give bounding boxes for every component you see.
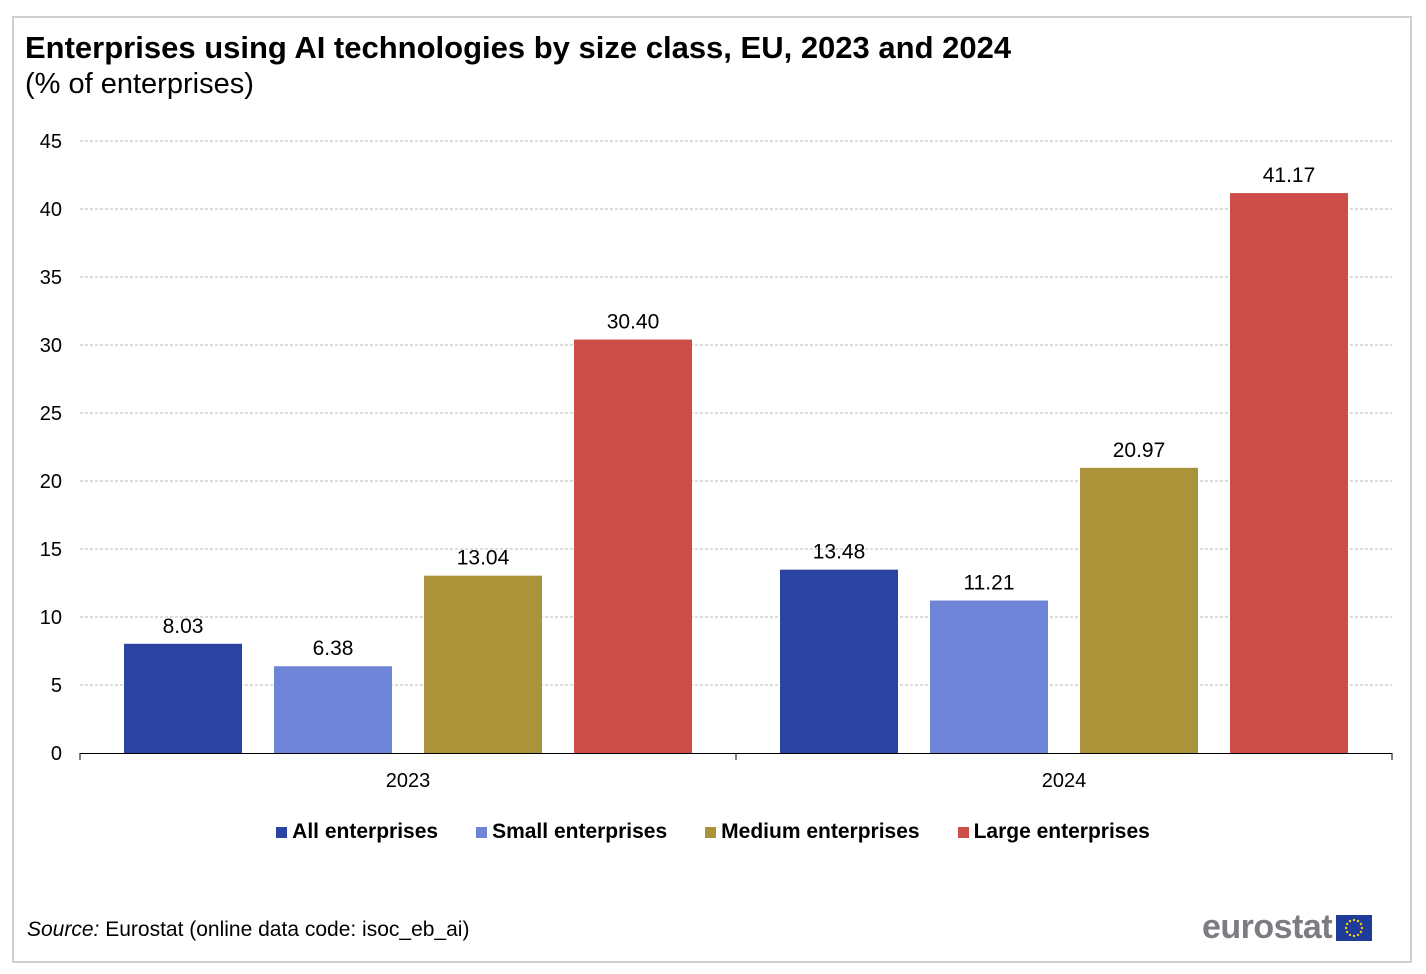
chart-subtitle: (% of enterprises) xyxy=(25,68,254,100)
y-tick-label: 0 xyxy=(51,743,62,765)
x-tick-label: 2024 xyxy=(1042,770,1087,792)
data-label: 13.48 xyxy=(813,541,866,564)
bar-large-enterprises-2023 xyxy=(574,339,692,753)
source-note: Source: Eurostat (online data code: isoc… xyxy=(27,918,469,942)
bar-small-enterprises-2023 xyxy=(274,666,392,753)
legend-label: Large enterprises xyxy=(973,820,1150,843)
flag-star xyxy=(1360,926,1364,929)
y-tick-label: 45 xyxy=(40,131,62,153)
legend-item: Small enterprises xyxy=(476,820,667,844)
flag-star xyxy=(1346,922,1349,925)
flag-star xyxy=(1346,930,1349,933)
legend-swatch xyxy=(957,826,969,838)
legend-item: All enterprises xyxy=(276,820,438,844)
eurostat-logo-text: eurostat xyxy=(1202,908,1333,946)
flag-star xyxy=(1356,919,1360,922)
source-label: Source: xyxy=(27,918,100,941)
y-tick-label: 15 xyxy=(40,539,62,561)
x-tick-label: 2023 xyxy=(386,770,431,792)
flag-star xyxy=(1352,934,1356,937)
source-text: Eurostat (online data code: isoc_eb_ai) xyxy=(99,918,470,941)
y-tick-label: 5 xyxy=(51,675,62,697)
data-label: 41.17 xyxy=(1263,164,1316,187)
flag-star xyxy=(1344,926,1348,929)
flag-star xyxy=(1356,933,1360,936)
data-label: 30.40 xyxy=(607,311,660,334)
y-tick-label: 40 xyxy=(40,199,62,221)
bar-small-enterprises-2024 xyxy=(930,600,1048,753)
eurostat-logo: eurostat xyxy=(1202,908,1373,947)
bar-medium-enterprises-2024 xyxy=(1080,467,1198,753)
y-tick-label: 25 xyxy=(40,403,62,425)
y-tick-label: 10 xyxy=(40,607,62,629)
data-label: 13.04 xyxy=(457,547,510,570)
chart-title: Enterprises using AI technologies by siz… xyxy=(25,30,1012,65)
flag-star xyxy=(1359,922,1363,925)
y-tick-label: 20 xyxy=(40,471,62,493)
bar-medium-enterprises-2023 xyxy=(424,575,542,753)
bar-all-enterprises-2023 xyxy=(124,643,242,753)
y-tick-label: 35 xyxy=(40,267,62,289)
flag-star xyxy=(1348,919,1352,922)
legend-swatch xyxy=(476,826,488,838)
legend-label: Medium enterprises xyxy=(721,820,920,843)
chart-frame xyxy=(12,16,1412,963)
legend-swatch xyxy=(276,826,288,838)
legend: All enterprises Small enterprises Medium e… xyxy=(0,820,1426,844)
legend-item: Large enterprises xyxy=(957,820,1150,844)
bar-all-enterprises-2024 xyxy=(780,569,898,753)
legend-label: Small enterprises xyxy=(492,820,668,843)
flag-star xyxy=(1352,918,1356,921)
legend-item: Medium enterprises xyxy=(705,820,920,844)
eu-flag-icon xyxy=(1336,914,1373,941)
data-label: 6.38 xyxy=(313,637,354,660)
legend-label: All enterprises xyxy=(292,820,439,843)
flag-star xyxy=(1359,930,1363,933)
flag-star xyxy=(1348,933,1352,936)
y-tick-label: 30 xyxy=(40,335,62,357)
data-label: 8.03 xyxy=(163,615,204,638)
data-label: 11.21 xyxy=(964,572,1015,595)
bar-large-enterprises-2024 xyxy=(1230,193,1348,753)
legend-swatch xyxy=(705,826,717,838)
data-label: 20.97 xyxy=(1113,439,1166,462)
